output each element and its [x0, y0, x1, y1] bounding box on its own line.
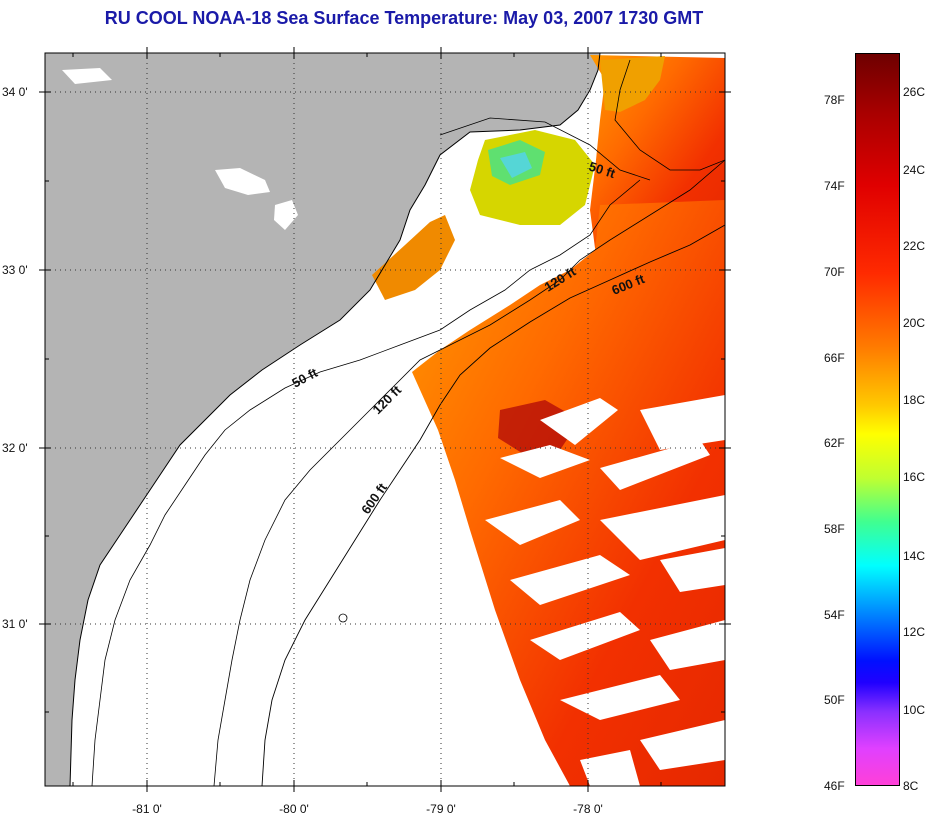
sst-patch-cooler	[500, 152, 532, 178]
colorbar-c-label: 8C	[903, 779, 919, 793]
colorbar-c-label: 24C	[903, 163, 926, 177]
colorbar-c-label: 22C	[903, 239, 926, 253]
colorbar-f-label: 66F	[824, 351, 845, 365]
land-water-patch	[215, 168, 270, 195]
colorbar-c-label: 16C	[903, 470, 926, 484]
depth-contour-50	[91, 117, 651, 786]
sst-patch-bay	[600, 56, 665, 112]
lat-label-34: 34 0'	[2, 85, 28, 99]
colorbar-c-label: 12C	[903, 625, 926, 639]
lon-label-78: -78 0'	[573, 802, 603, 816]
lon-label-81: -81 0'	[132, 802, 162, 816]
colorbar-c-label: 14C	[903, 549, 926, 563]
colorbar-f-label: 70F	[824, 265, 845, 279]
land-water-patch	[274, 200, 298, 230]
land-mass	[45, 53, 600, 786]
axis-ticks	[39, 47, 731, 792]
depth-contour-600-island	[338, 613, 348, 623]
colorbar-c-label: 20C	[903, 316, 926, 330]
map-title: RU COOL NOAA-18 Sea Surface Temperature:…	[104, 8, 704, 28]
coastline-barrier	[614, 59, 725, 171]
sst-swath	[412, 200, 725, 786]
colorbar-f-label: 58F	[824, 522, 845, 536]
colorbar-c-label: 10C	[903, 703, 926, 717]
lat-label-33: 33 0'	[2, 263, 28, 277]
colorbar-f-label: 50F	[824, 693, 845, 707]
colorbar-f-label: 46F	[824, 779, 845, 793]
temperature-colorbar	[855, 53, 900, 786]
graticule	[45, 53, 725, 786]
depth-contour-120	[213, 159, 725, 786]
coastline	[69, 53, 601, 786]
lon-label-80: -80 0'	[279, 802, 309, 816]
colorbar-f-label: 74F	[824, 179, 845, 193]
colorbar-f-label: 78F	[824, 93, 845, 107]
colorbar-f-label: 54F	[824, 608, 845, 622]
cloud-gaps	[485, 395, 725, 786]
colorbar-c-label: 26C	[903, 85, 926, 99]
colorbar-c-label: 18C	[903, 393, 926, 407]
depth-contour-600	[261, 224, 725, 786]
sst-patch-coastal	[372, 215, 455, 300]
colorbar-f-label: 62F	[824, 436, 845, 450]
plot-frame	[44, 52, 726, 787]
land-water-patch	[62, 68, 112, 84]
lon-label-79: -79 0'	[426, 802, 456, 816]
lat-label-32: 32 0'	[2, 441, 28, 455]
lat-label-31: 31 0'	[2, 617, 28, 631]
